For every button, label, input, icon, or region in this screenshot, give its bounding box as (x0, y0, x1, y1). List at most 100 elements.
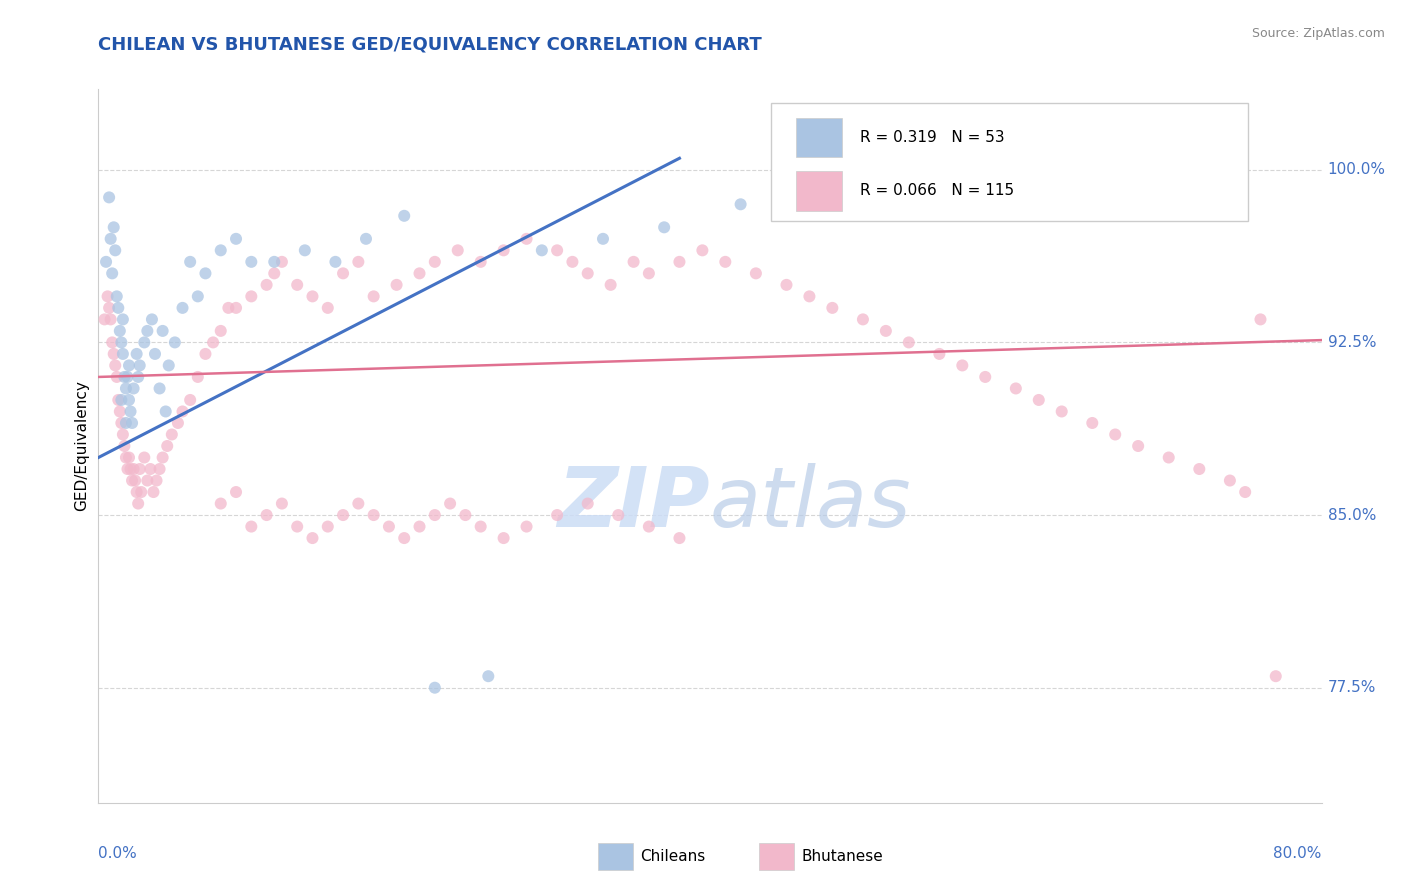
Point (316, 301, 339, 315)
Point (127, 497, 149, 511)
Text: 0.0%: 0.0% (98, 846, 138, 861)
Point (477, 669, 499, 683)
Point (103, 347, 125, 361)
Point (110, 335, 132, 350)
Point (225, 485, 247, 500)
Point (332, 508, 354, 522)
Point (354, 232, 377, 246)
FancyBboxPatch shape (772, 103, 1249, 221)
Point (1128, 439, 1150, 453)
Point (98, 301, 121, 315)
Point (928, 347, 950, 361)
Point (470, 255, 492, 269)
Point (1188, 462, 1211, 476)
Point (111, 312, 134, 326)
Point (516, 232, 538, 246)
Point (1249, 312, 1271, 326)
Point (209, 244, 232, 258)
Point (516, 519, 538, 533)
Point (142, 485, 165, 500)
Point (392, 209, 416, 223)
Point (157, 359, 180, 373)
Point (1028, 392, 1050, 407)
Text: 80.0%: 80.0% (1274, 846, 1322, 861)
Point (668, 255, 690, 269)
Point (105, 289, 128, 303)
Text: 77.5%: 77.5% (1327, 681, 1376, 695)
Point (163, 335, 186, 350)
Point (108, 324, 131, 338)
Point (546, 508, 568, 522)
Point (454, 508, 477, 522)
Point (423, 681, 446, 695)
Point (134, 450, 156, 465)
Text: ZIP: ZIP (557, 463, 710, 543)
Point (423, 255, 446, 269)
Point (179, 392, 201, 407)
Text: 100.0%: 100.0% (1327, 162, 1386, 178)
Text: Chileans: Chileans (640, 849, 704, 863)
Point (875, 324, 897, 338)
Point (115, 416, 138, 430)
Point (122, 462, 145, 476)
Point (129, 485, 152, 500)
Point (385, 277, 408, 292)
Point (692, 244, 714, 258)
Point (1050, 404, 1073, 418)
Point (423, 508, 446, 522)
Point (530, 244, 553, 258)
Point (156, 439, 179, 453)
Point (143, 347, 166, 361)
Point (546, 244, 568, 258)
Point (821, 301, 844, 315)
Point (149, 381, 172, 395)
Point (111, 427, 134, 442)
Point (93, 312, 115, 326)
Point (202, 335, 225, 350)
Point (378, 519, 401, 533)
Point (98, 190, 121, 204)
Point (125, 485, 148, 500)
Point (104, 359, 127, 373)
Point (101, 266, 124, 280)
Point (101, 335, 124, 350)
Point (107, 301, 129, 315)
Text: 92.5%: 92.5% (1327, 334, 1376, 350)
Point (576, 266, 599, 280)
Point (105, 370, 128, 384)
Point (160, 427, 183, 442)
Point (112, 370, 135, 384)
Point (141, 312, 163, 326)
Point (270, 497, 292, 511)
Point (122, 381, 145, 395)
Point (714, 255, 737, 269)
Point (408, 266, 430, 280)
Point (152, 450, 174, 465)
Point (152, 324, 174, 338)
Point (117, 462, 139, 476)
Point (121, 474, 143, 488)
Point (492, 531, 515, 545)
Point (1219, 474, 1241, 488)
Point (100, 312, 122, 326)
Point (1264, 669, 1286, 683)
Point (108, 404, 131, 418)
Point (139, 462, 162, 476)
Point (120, 462, 142, 476)
Point (94, 255, 117, 269)
Point (225, 301, 247, 315)
Point (745, 266, 768, 280)
Point (561, 255, 583, 269)
Point (194, 266, 217, 280)
Point (897, 335, 920, 350)
Point (103, 220, 125, 235)
Point (668, 531, 690, 545)
Point (392, 531, 416, 545)
Point (110, 392, 132, 407)
Bar (796, 118, 842, 157)
Point (117, 370, 139, 384)
Point (118, 359, 141, 373)
Text: atlas: atlas (710, 463, 911, 543)
Point (316, 519, 339, 533)
Point (285, 277, 308, 292)
